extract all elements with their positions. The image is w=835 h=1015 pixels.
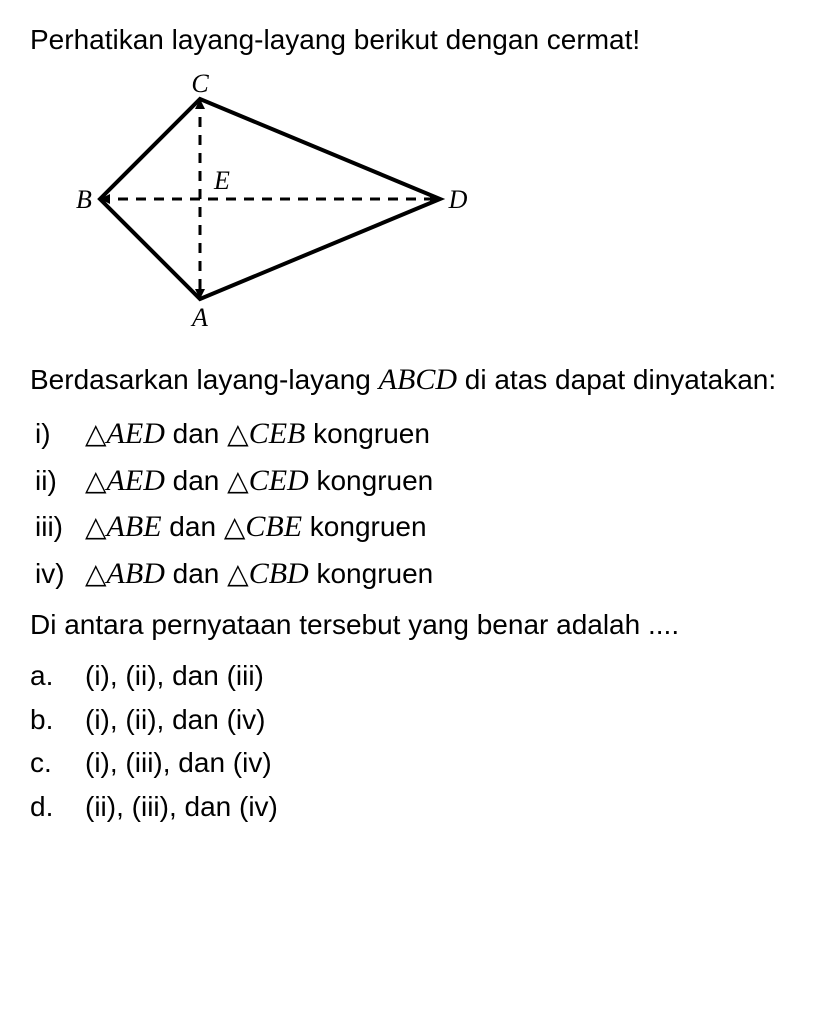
statement-item: ii) △AED dan △CED kongruen bbox=[35, 458, 805, 505]
mid-text: dan bbox=[162, 511, 224, 542]
statement-content: △AED dan △CEB kongruen bbox=[85, 411, 430, 458]
tail-text: kongruen bbox=[309, 465, 434, 496]
triangle-2: CBE bbox=[245, 510, 302, 543]
statement-marker: i) bbox=[35, 412, 85, 455]
label-e: E bbox=[213, 166, 230, 195]
option-text: (i), (ii), dan (iii) bbox=[85, 654, 264, 697]
triangle-1: ABE bbox=[107, 510, 162, 543]
tail-text: kongruen bbox=[302, 511, 427, 542]
kite-diagram: C B D A E bbox=[70, 74, 805, 339]
statement-content: △ABD dan △CBD kongruen bbox=[85, 551, 433, 598]
statement-marker: iii) bbox=[35, 505, 85, 548]
options-list: a. (i), (ii), dan (iii) b. (i), (ii), da… bbox=[30, 654, 805, 828]
option-text: (ii), (iii), dan (iv) bbox=[85, 785, 278, 828]
option-marker: b. bbox=[30, 698, 85, 741]
label-b: B bbox=[76, 185, 92, 214]
closing-question: Di antara pernyataan tersebut yang benar… bbox=[30, 605, 805, 644]
statement-item: iv) △ABD dan △CBD kongruen bbox=[35, 551, 805, 598]
option-marker: c. bbox=[30, 741, 85, 784]
statement-list: i) △AED dan △CEB kongruen ii) △AED dan △… bbox=[30, 411, 805, 597]
option-marker: d. bbox=[30, 785, 85, 828]
option-marker: a. bbox=[30, 654, 85, 697]
triangle-1: AED bbox=[107, 417, 165, 450]
option-c: c. (i), (iii), dan (iv) bbox=[30, 741, 805, 784]
tail-text: kongruen bbox=[305, 418, 430, 449]
statement-intro: Berdasarkan layang-layang ABCD di atas d… bbox=[30, 359, 805, 401]
statement-marker: iv) bbox=[35, 552, 85, 595]
mid-text: dan bbox=[165, 558, 227, 589]
option-a: a. (i), (ii), dan (iii) bbox=[30, 654, 805, 697]
statement-marker: ii) bbox=[35, 459, 85, 502]
option-text: (i), (iii), dan (iv) bbox=[85, 741, 272, 784]
question-intro: Perhatikan layang-layang berikut dengan … bbox=[30, 20, 805, 59]
label-a: A bbox=[190, 303, 208, 332]
label-d: D bbox=[448, 185, 468, 214]
option-d: d. (ii), (iii), dan (iv) bbox=[30, 785, 805, 828]
triangle-2: CBD bbox=[249, 557, 309, 590]
label-c: C bbox=[191, 74, 209, 98]
statement-content: △ABE dan △CBE kongruen bbox=[85, 504, 427, 551]
kite-name: ABCD bbox=[379, 363, 457, 396]
tail-text: kongruen bbox=[309, 558, 434, 589]
option-b: b. (i), (ii), dan (iv) bbox=[30, 698, 805, 741]
statement-intro-2: di atas dapat dinyatakan: bbox=[457, 364, 776, 395]
triangle-1: AED bbox=[107, 464, 165, 497]
statement-intro-1: Berdasarkan layang-layang bbox=[30, 364, 379, 395]
triangle-2: CED bbox=[249, 464, 309, 497]
statement-item: i) △AED dan △CEB kongruen bbox=[35, 411, 805, 458]
option-text: (i), (ii), dan (iv) bbox=[85, 698, 265, 741]
mid-text: dan bbox=[165, 418, 227, 449]
triangle-2: CEB bbox=[249, 417, 306, 450]
statement-item: iii) △ABE dan △CBE kongruen bbox=[35, 504, 805, 551]
mid-text: dan bbox=[165, 465, 227, 496]
statement-content: △AED dan △CED kongruen bbox=[85, 458, 433, 505]
triangle-1: ABD bbox=[107, 557, 165, 590]
